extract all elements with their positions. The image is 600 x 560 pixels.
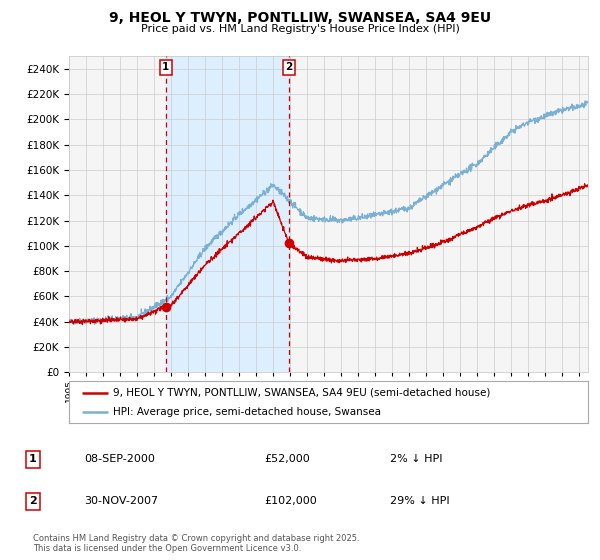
Text: 2: 2 [285, 62, 292, 72]
Text: £102,000: £102,000 [264, 496, 317, 506]
Text: 1: 1 [162, 62, 169, 72]
Text: Contains HM Land Registry data © Crown copyright and database right 2025.
This d: Contains HM Land Registry data © Crown c… [33, 534, 359, 553]
Bar [166, 56, 289, 372]
Text: 9, HEOL Y TWYN, PONTLLIW, SWANSEA, SA4 9EU: 9, HEOL Y TWYN, PONTLLIW, SWANSEA, SA4 9… [109, 11, 491, 25]
Text: £52,000: £52,000 [264, 454, 310, 464]
Text: 30-NOV-2007: 30-NOV-2007 [84, 496, 158, 506]
Text: 2: 2 [29, 496, 37, 506]
Text: 29% ↓ HPI: 29% ↓ HPI [390, 496, 449, 506]
Text: HPI: Average price, semi-detached house, Swansea: HPI: Average price, semi-detached house,… [113, 407, 381, 417]
Text: 2% ↓ HPI: 2% ↓ HPI [390, 454, 443, 464]
Text: 9, HEOL Y TWYN, PONTLLIW, SWANSEA, SA4 9EU (semi-detached house): 9, HEOL Y TWYN, PONTLLIW, SWANSEA, SA4 9… [113, 388, 490, 398]
Text: Price paid vs. HM Land Registry's House Price Index (HPI): Price paid vs. HM Land Registry's House … [140, 24, 460, 34]
Text: 08-SEP-2000: 08-SEP-2000 [84, 454, 155, 464]
Text: 1: 1 [29, 454, 37, 464]
